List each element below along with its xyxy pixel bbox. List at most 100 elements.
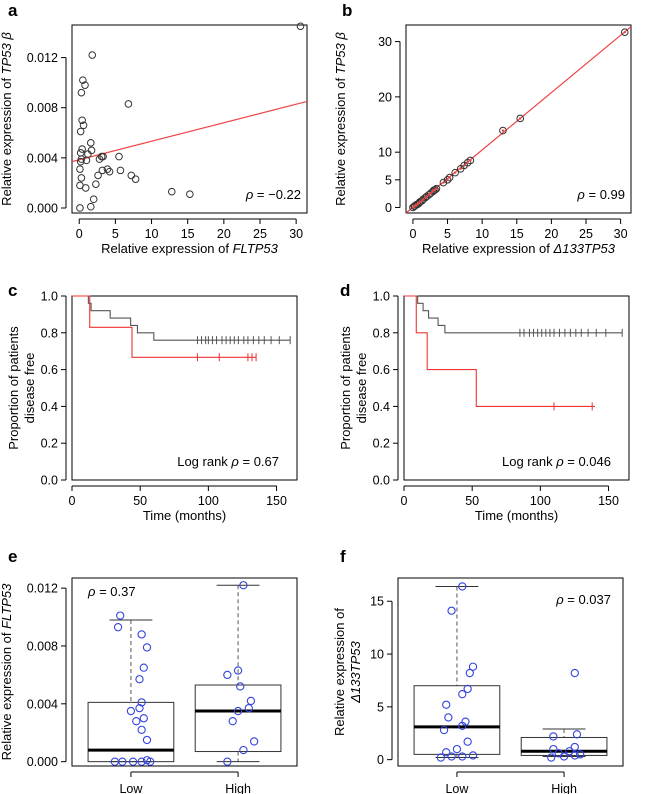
data-point-a <box>99 152 107 161</box>
data-point-a <box>103 165 112 173</box>
plot-frame-a <box>71 24 308 214</box>
data-point-a <box>81 81 89 89</box>
y-axis-label-line2-f: Δ133TP53 <box>348 640 363 703</box>
data-point-center-b <box>469 159 472 162</box>
jitter-point-f <box>463 684 472 694</box>
jitter-point-f <box>570 751 579 760</box>
data-point-b <box>432 184 441 193</box>
x-tick-label-b: 5 <box>444 227 451 241</box>
plot-frame-c <box>71 295 298 481</box>
x-tick-label-b: 20 <box>544 227 558 241</box>
data-point-a <box>79 121 88 130</box>
jitter-point-f <box>572 730 582 739</box>
jitter-point-f <box>468 662 478 671</box>
x-tick-label-a: 30 <box>289 227 303 241</box>
y-tick-label-e: 0.004 <box>27 697 58 711</box>
jitter-point-e <box>137 757 146 766</box>
data-point-center-b <box>448 176 451 179</box>
annotation-a: ρ = −0.22 <box>245 187 301 202</box>
data-point-a <box>124 100 133 108</box>
data-point-center-b <box>453 171 457 174</box>
data-point-a <box>186 190 194 198</box>
x-tick-label-c: 0 <box>69 494 76 508</box>
data-point-b <box>451 168 459 177</box>
data-point-a <box>167 187 176 196</box>
jitter-point-e <box>239 745 248 755</box>
y-tick-label-d: 0.8 <box>373 326 390 340</box>
data-point-center-b <box>501 129 505 132</box>
x-tick-label-e: Low <box>119 782 143 794</box>
annotation-b: ρ = 0.99 <box>576 187 625 202</box>
data-point-center-b <box>425 195 428 198</box>
panel-label-e: e <box>8 547 17 566</box>
data-point-a <box>81 184 90 192</box>
jitter-point-e <box>128 757 138 766</box>
panel-label-c: c <box>8 281 17 300</box>
y-axis-label-line1-c: Proportion of patients <box>6 326 21 450</box>
panel-label-a: a <box>8 1 18 20</box>
jitter-point-e <box>233 706 243 716</box>
jitter-point-f <box>442 748 451 757</box>
data-point-b <box>499 126 507 135</box>
data-point-a <box>89 195 98 204</box>
y-tick-label-f: 0 <box>377 753 384 767</box>
y-tick-label-f: 15 <box>370 595 384 609</box>
x-tick-label-b: 0 <box>409 227 416 241</box>
y-axis-label-line1-f: Relative expression of <box>332 608 347 736</box>
jitter-point-e <box>116 611 125 620</box>
jitter-point-e <box>239 581 248 590</box>
x-tick-label-a: 10 <box>145 227 159 241</box>
y-tick-label-d: 0.2 <box>373 437 390 451</box>
jitter-point-f <box>549 732 558 741</box>
jitter-point-e <box>132 717 141 726</box>
data-point-b <box>431 185 439 194</box>
y-axis-label-line2-d: disease free <box>354 353 369 424</box>
data-point-a <box>105 167 114 176</box>
panel-label-f: f <box>340 547 346 566</box>
plot-frame-f <box>397 577 624 767</box>
box-e <box>194 684 282 753</box>
y-tick-label-e: 0.008 <box>27 639 58 653</box>
panel-label-b: b <box>342 1 352 20</box>
x-tick-label-a: 0 <box>76 227 83 241</box>
jitter-point-f <box>447 752 456 761</box>
x-tick-label-d: 150 <box>598 494 619 508</box>
x-tick-label-c: 100 <box>198 494 219 508</box>
data-point-b <box>445 173 454 182</box>
annotation-e: ρ = 0.37 <box>87 584 136 599</box>
data-point-a <box>76 204 84 212</box>
jitter-point-e <box>223 670 232 680</box>
jitter-point-e <box>142 735 152 745</box>
plot-frame-b <box>405 24 632 214</box>
box-f <box>520 736 608 756</box>
data-point-a <box>98 166 107 175</box>
x-axis-label-d: Time (months) <box>475 508 558 523</box>
jitter-point-f <box>463 737 472 746</box>
data-point-a <box>94 171 102 180</box>
data-point-center-b <box>519 117 522 120</box>
data-point-a <box>116 166 125 175</box>
x-tick-label-a: 20 <box>217 227 231 241</box>
jitter-point-e <box>135 675 144 684</box>
jitter-point-f <box>444 713 453 722</box>
plot-frame-e <box>71 577 298 767</box>
data-point-a <box>78 145 86 153</box>
annotation-d: Log rank ρ = 0.046 <box>502 454 611 469</box>
y-tick-label-a: 0.004 <box>27 151 58 165</box>
jitter-point-e <box>137 725 146 734</box>
data-point-center-b <box>466 161 469 164</box>
x-tick-label-d: 50 <box>465 494 479 508</box>
jitter-point-e <box>139 663 148 672</box>
jitter-point-e <box>113 623 123 632</box>
y-tick-label-c: 0.0 <box>41 474 58 488</box>
data-point-a <box>115 152 123 161</box>
y-tick-label-c: 1.0 <box>41 290 58 304</box>
jitter-point-f <box>458 690 467 699</box>
data-point-a <box>76 165 84 173</box>
y-axis-label-a: Relative expression of TP53 β <box>0 32 14 206</box>
data-point-center-b <box>420 199 424 203</box>
y-tick-label-e: 0.000 <box>27 755 58 769</box>
y-axis-label-b: Relative expression of TP53 β <box>333 32 348 206</box>
jitter-point-e <box>142 643 152 652</box>
y-tick-label-c: 0.4 <box>41 400 58 414</box>
